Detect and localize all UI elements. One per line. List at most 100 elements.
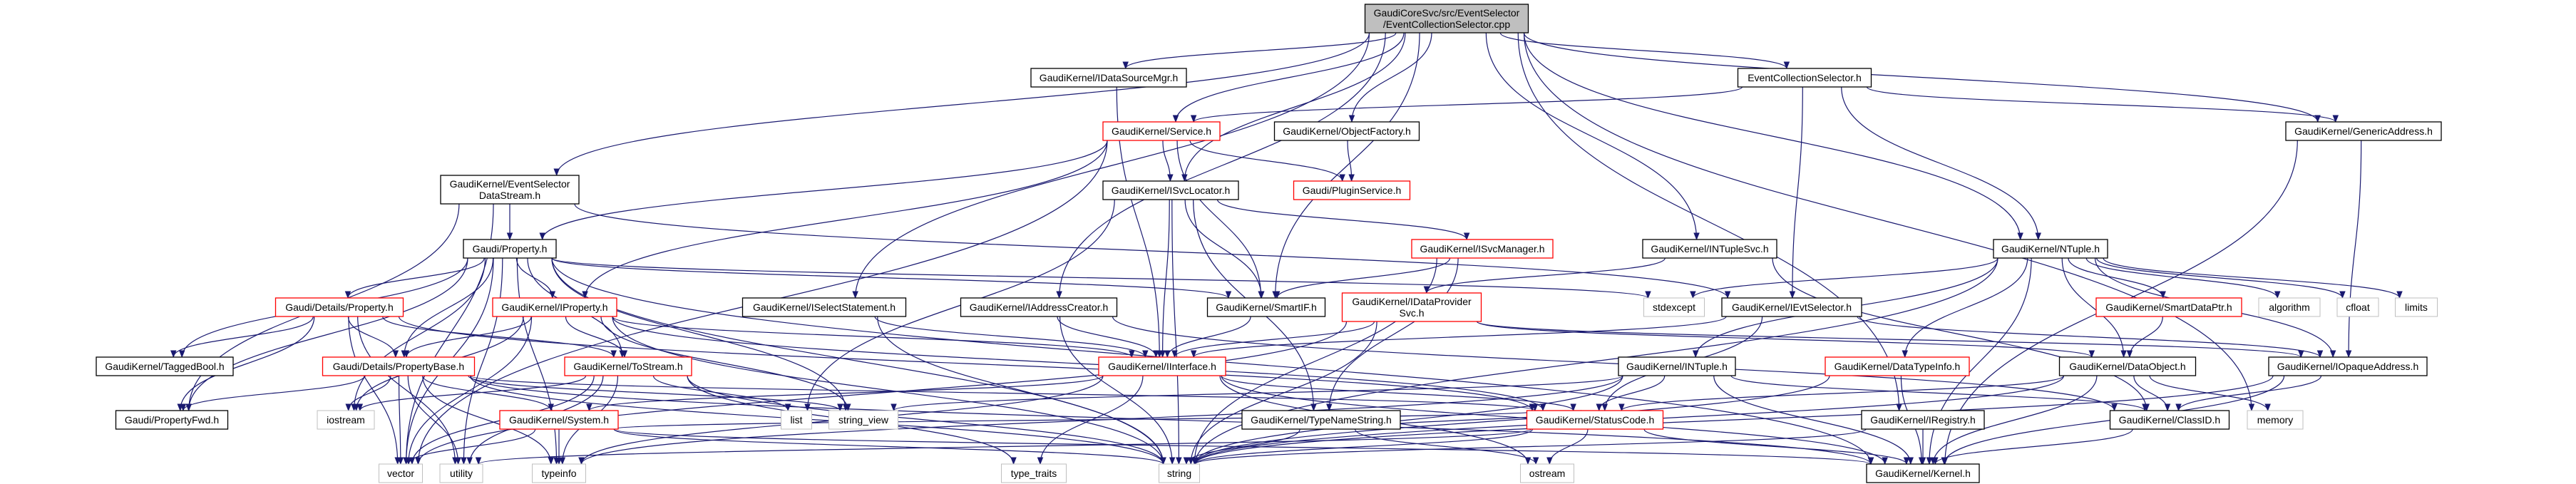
node-cfloat[interactable]: cfloat bbox=[2336, 297, 2379, 317]
edge-System-to-vector bbox=[405, 428, 536, 465]
node-label: GaudiKernel/SmartIF.h bbox=[1216, 302, 1317, 313]
node-TypeNameString[interactable]: GaudiKernel/TypeNameString.h bbox=[1241, 410, 1401, 430]
node-utility[interactable]: utility bbox=[439, 463, 483, 483]
node-GenericAddress[interactable]: GaudiKernel/GenericAddress.h bbox=[2285, 121, 2442, 141]
node-label: GaudiKernel/IEvtSelector.h bbox=[1732, 302, 1852, 313]
edge-PropertyBase-to-string bbox=[469, 375, 1166, 465]
node-IRegistry[interactable]: GaudiKernel/IRegistry.h bbox=[1861, 410, 1985, 430]
node-type_traits[interactable]: type_traits bbox=[1001, 463, 1067, 483]
node-INTuple[interactable]: GaudiKernel/INTuple.h bbox=[1618, 356, 1736, 376]
node-Property[interactable]: Gaudi/Property.h bbox=[463, 239, 557, 259]
node-DataTypeInfo[interactable]: GaudiKernel/DataTypeInfo.h bbox=[1825, 356, 1970, 376]
edge-StatusCode-to-ostream bbox=[1546, 428, 1589, 465]
node-label: cfloat bbox=[2346, 302, 2370, 313]
edge-Property-to-PropertyFwd bbox=[185, 257, 468, 412]
node-label: GaudiCoreSvc/src/EventSelector bbox=[1374, 7, 1520, 19]
edge-EventCollectionSelector-to-NTuple bbox=[1841, 86, 2042, 241]
node-box bbox=[742, 297, 907, 317]
node-label: GaudiKernel/EventSelector bbox=[450, 178, 570, 190]
node-label: stdexcept bbox=[1653, 302, 1695, 313]
node-SmartIF[interactable]: GaudiKernel/SmartIF.h bbox=[1206, 297, 1326, 317]
node-box bbox=[2095, 297, 2242, 317]
edge-root-to-EventSelectorDataStream bbox=[553, 32, 1370, 177]
node-StatusCode[interactable]: GaudiKernel/StatusCode.h bbox=[1526, 410, 1664, 430]
node-IEvtSelector[interactable]: GaudiKernel/IEvtSelector.h bbox=[1721, 297, 1862, 317]
node-System[interactable]: GaudiKernel/System.h bbox=[499, 410, 619, 430]
node-box bbox=[2058, 356, 2197, 376]
edge-root-to-Service bbox=[1172, 32, 1405, 123]
node-PropertyBase[interactable]: Gaudi/Details/PropertyBase.h bbox=[322, 356, 476, 376]
edge-INTuple-to-string bbox=[1192, 375, 1623, 465]
node-vector[interactable]: vector bbox=[379, 463, 423, 483]
node-DataObject[interactable]: GaudiKernel/DataObject.h bbox=[2058, 356, 2197, 376]
node-label: string_view bbox=[838, 414, 889, 426]
node-label: vector bbox=[387, 468, 414, 479]
node-string_view[interactable]: string_view bbox=[828, 410, 898, 430]
edge-ISvcLocator-to-ISvcManager bbox=[1216, 199, 1470, 241]
node-box bbox=[1364, 4, 1529, 34]
node-label: GaudiKernel/IOpaqueAddress.h bbox=[2277, 361, 2418, 372]
edge-SmartDataPtr-to-DataObject bbox=[2126, 316, 2163, 359]
node-PropertyFwd[interactable]: Gaudi/PropertyFwd.h bbox=[115, 410, 229, 430]
edge-SmartIF-to-IInterface bbox=[1164, 316, 1251, 359]
edge-ISelectStatement-to-string bbox=[877, 316, 1166, 465]
node-stdexcept[interactable]: stdexcept bbox=[1643, 297, 1705, 317]
node-PluginService[interactable]: Gaudi/PluginService.h bbox=[1293, 180, 1411, 200]
node-string[interactable]: string bbox=[1159, 463, 1200, 483]
node-ToStream[interactable]: GaudiKernel/ToStream.h bbox=[564, 356, 692, 376]
node-box bbox=[439, 463, 483, 483]
node-box bbox=[828, 410, 898, 430]
node-box bbox=[532, 463, 586, 483]
edge-NTuple-to-stdexcept bbox=[1690, 257, 1998, 299]
node-typeinfo[interactable]: typeinfo bbox=[532, 463, 586, 483]
node-IInterface[interactable]: GaudiKernel/IInterface.h bbox=[1098, 356, 1226, 376]
edge-PropertyBase-to-typeinfo bbox=[422, 375, 555, 465]
edge-IInterface-to-StatusCode bbox=[1221, 375, 1576, 412]
node-DetailsProperty[interactable]: Gaudi/Details/Property.h bbox=[274, 297, 404, 317]
node-box bbox=[115, 410, 229, 430]
node-Service[interactable]: GaudiKernel/Service.h bbox=[1102, 121, 1221, 141]
node-NTuple[interactable]: GaudiKernel/NTuple.h bbox=[1993, 239, 2108, 259]
node-ostream[interactable]: ostream bbox=[1520, 463, 1574, 483]
node-IProperty[interactable]: GaudiKernel/IProperty.h bbox=[492, 297, 617, 317]
node-ObjectFactory[interactable]: GaudiKernel/ObjectFactory.h bbox=[1273, 121, 1420, 141]
node-label: Gaudi/Details/Property.h bbox=[285, 302, 393, 313]
node-ClassID[interactable]: GaudiKernel/ClassID.h bbox=[2109, 410, 2230, 430]
node-iostream[interactable]: iostream bbox=[317, 410, 375, 430]
node-Kernel[interactable]: GaudiKernel/Kernel.h bbox=[1866, 463, 1980, 483]
edge-GenericAddress-to-IOpaqueAddress bbox=[2345, 140, 2362, 359]
edge-ObjectFactory-to-PluginService bbox=[1347, 140, 1355, 182]
node-EventCollectionSelector[interactable]: EventCollectionSelector.h bbox=[1737, 68, 1872, 88]
edge-IInterface-to-type_traits bbox=[1037, 375, 1144, 465]
edge-StatusCode-to-string bbox=[1192, 428, 1534, 465]
node-INTupleSvc[interactable]: GaudiKernel/INTupleSvc.h bbox=[1642, 239, 1777, 259]
node-box bbox=[1098, 356, 1226, 376]
node-IAddressCreator[interactable]: GaudiKernel/IAddressCreator.h bbox=[960, 297, 1118, 317]
edge-ToStream-to-string bbox=[687, 375, 1166, 465]
node-TaggedBool[interactable]: GaudiKernel/TaggedBool.h bbox=[96, 356, 234, 376]
node-algorithm[interactable]: algorithm bbox=[2258, 297, 2321, 317]
edge-NTuple-to-limits bbox=[2103, 257, 2403, 299]
node-IOpaqueAddress[interactable]: GaudiKernel/IOpaqueAddress.h bbox=[2268, 356, 2428, 376]
edge-DetailsProperty-to-ToStream bbox=[382, 316, 617, 359]
edge-IProperty-to-ToStream bbox=[565, 316, 628, 359]
node-memory[interactable]: memory bbox=[2247, 410, 2304, 430]
edge-INTuple-to-string_view bbox=[891, 375, 1623, 412]
node-list[interactable]: list bbox=[781, 410, 812, 430]
edge-PropertyBase-to-string_view bbox=[468, 375, 843, 412]
node-ISvcManager[interactable]: GaudiKernel/ISvcManager.h bbox=[1411, 239, 1554, 259]
node-SmartDataPtr[interactable]: GaudiKernel/SmartDataPtr.h bbox=[2095, 297, 2242, 317]
node-IDataSourceMgr[interactable]: GaudiKernel/IDataSourceMgr.h bbox=[1030, 68, 1187, 88]
node-ISelectStatement[interactable]: GaudiKernel/ISelectStatement.h bbox=[742, 297, 907, 317]
node-root[interactable]: GaudiCoreSvc/src/EventSelector/EventColl… bbox=[1364, 4, 1529, 34]
node-label: ostream bbox=[1529, 468, 1566, 479]
edge-root-to-ISvcLocator bbox=[1181, 32, 1406, 182]
node-label: GaudiKernel/TypeNameString.h bbox=[1251, 414, 1392, 426]
node-limits[interactable]: limits bbox=[2395, 297, 2438, 317]
node-ISvcLocator[interactable]: GaudiKernel/ISvcLocator.h bbox=[1102, 180, 1239, 200]
edge-Property-to-SmartIF bbox=[551, 257, 1231, 299]
node-label: Gaudi/Details/PropertyBase.h bbox=[333, 361, 464, 372]
